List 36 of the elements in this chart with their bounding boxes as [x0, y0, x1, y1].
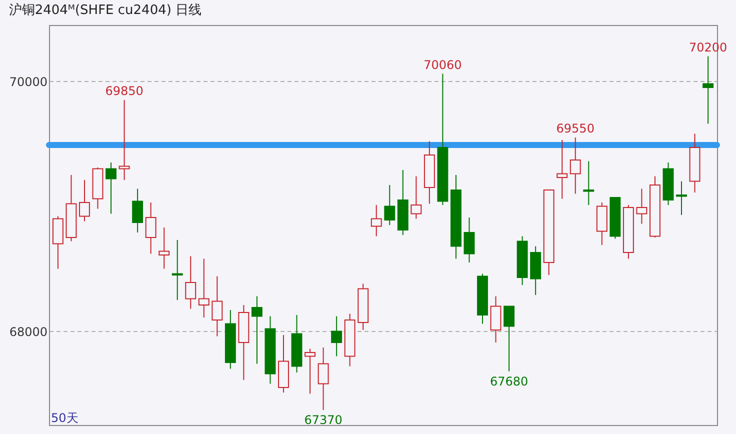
candlestick [410, 176, 422, 220]
candlestick [583, 160, 594, 206]
candlestick [145, 202, 156, 254]
candlestick [79, 180, 90, 222]
candlestick [185, 256, 196, 310]
y-tick-label: 68000 [9, 324, 48, 339]
annotation: 67370 [304, 413, 342, 427]
candlestick [370, 204, 382, 237]
candlestick [504, 306, 515, 372]
candlestick [384, 184, 396, 226]
candlestick [198, 258, 210, 318]
candlestick [556, 140, 568, 200]
candlestick [304, 348, 316, 394]
annotation: 50天 [51, 411, 78, 425]
candlestick [636, 188, 648, 224]
candlestick [702, 56, 714, 124]
candlestick [464, 217, 475, 263]
y-tick-label: 70000 [9, 74, 48, 89]
annotation: 69850 [105, 84, 144, 98]
annotation: 69550 [556, 122, 594, 136]
candlestick [490, 296, 502, 343]
candlestick [172, 240, 183, 300]
candlestick [212, 276, 223, 337]
annotation: 70200 [688, 40, 728, 54]
candlestick [570, 137, 581, 194]
candlestick [132, 188, 144, 233]
candlestick [106, 162, 116, 214]
annotation: 70060 [424, 58, 462, 72]
annotation: 67680 [490, 374, 528, 388]
candlestick [676, 180, 687, 216]
candlestick [251, 296, 262, 364]
candlestick [331, 316, 342, 357]
candlestick [158, 227, 170, 270]
candlestick [318, 347, 329, 410]
chart-title: 沪铜2404ᴹ(SHFE cu2404) 日线 [8, 2, 202, 18]
candlestick [118, 100, 130, 180]
